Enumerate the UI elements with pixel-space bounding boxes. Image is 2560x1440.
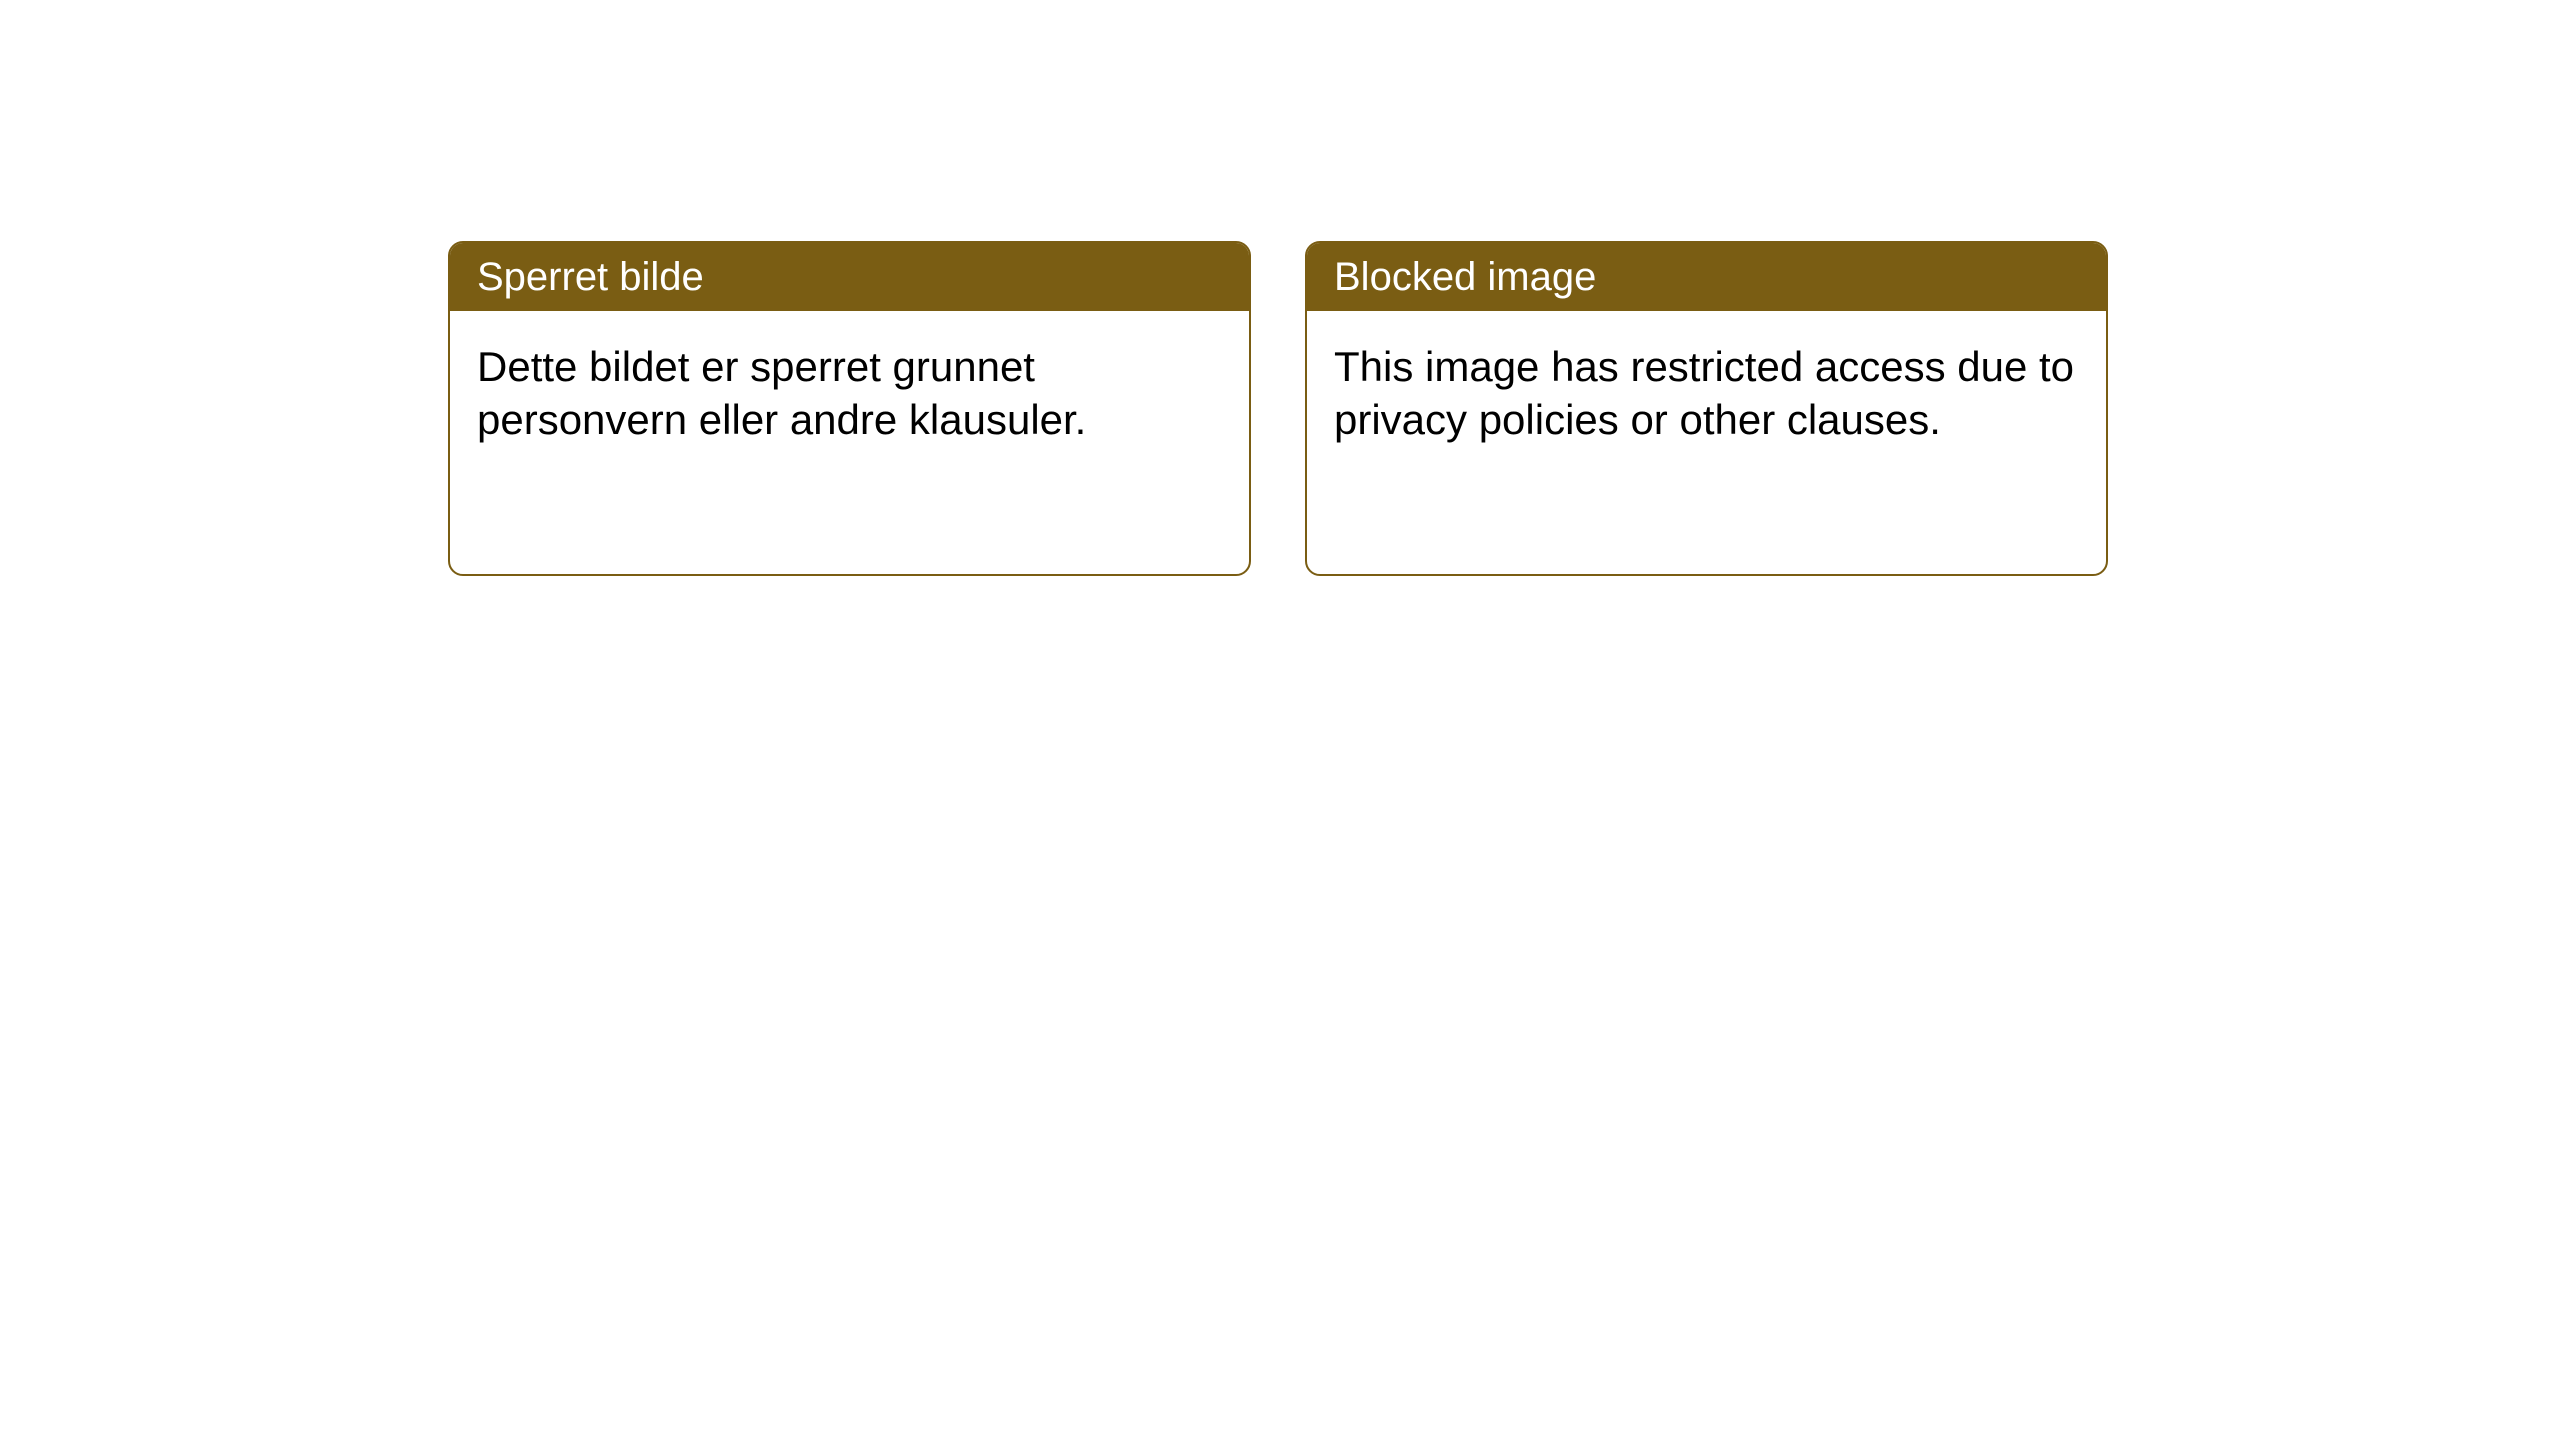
card-body-no: Dette bildet er sperret grunnet personve… — [450, 311, 1249, 476]
notice-container: Sperret bilde Dette bildet er sperret gr… — [0, 0, 2560, 576]
card-title-no: Sperret bilde — [450, 243, 1249, 311]
blocked-image-card-no: Sperret bilde Dette bildet er sperret gr… — [448, 241, 1251, 576]
blocked-image-card-en: Blocked image This image has restricted … — [1305, 241, 2108, 576]
card-body-en: This image has restricted access due to … — [1307, 311, 2106, 476]
card-title-en: Blocked image — [1307, 243, 2106, 311]
